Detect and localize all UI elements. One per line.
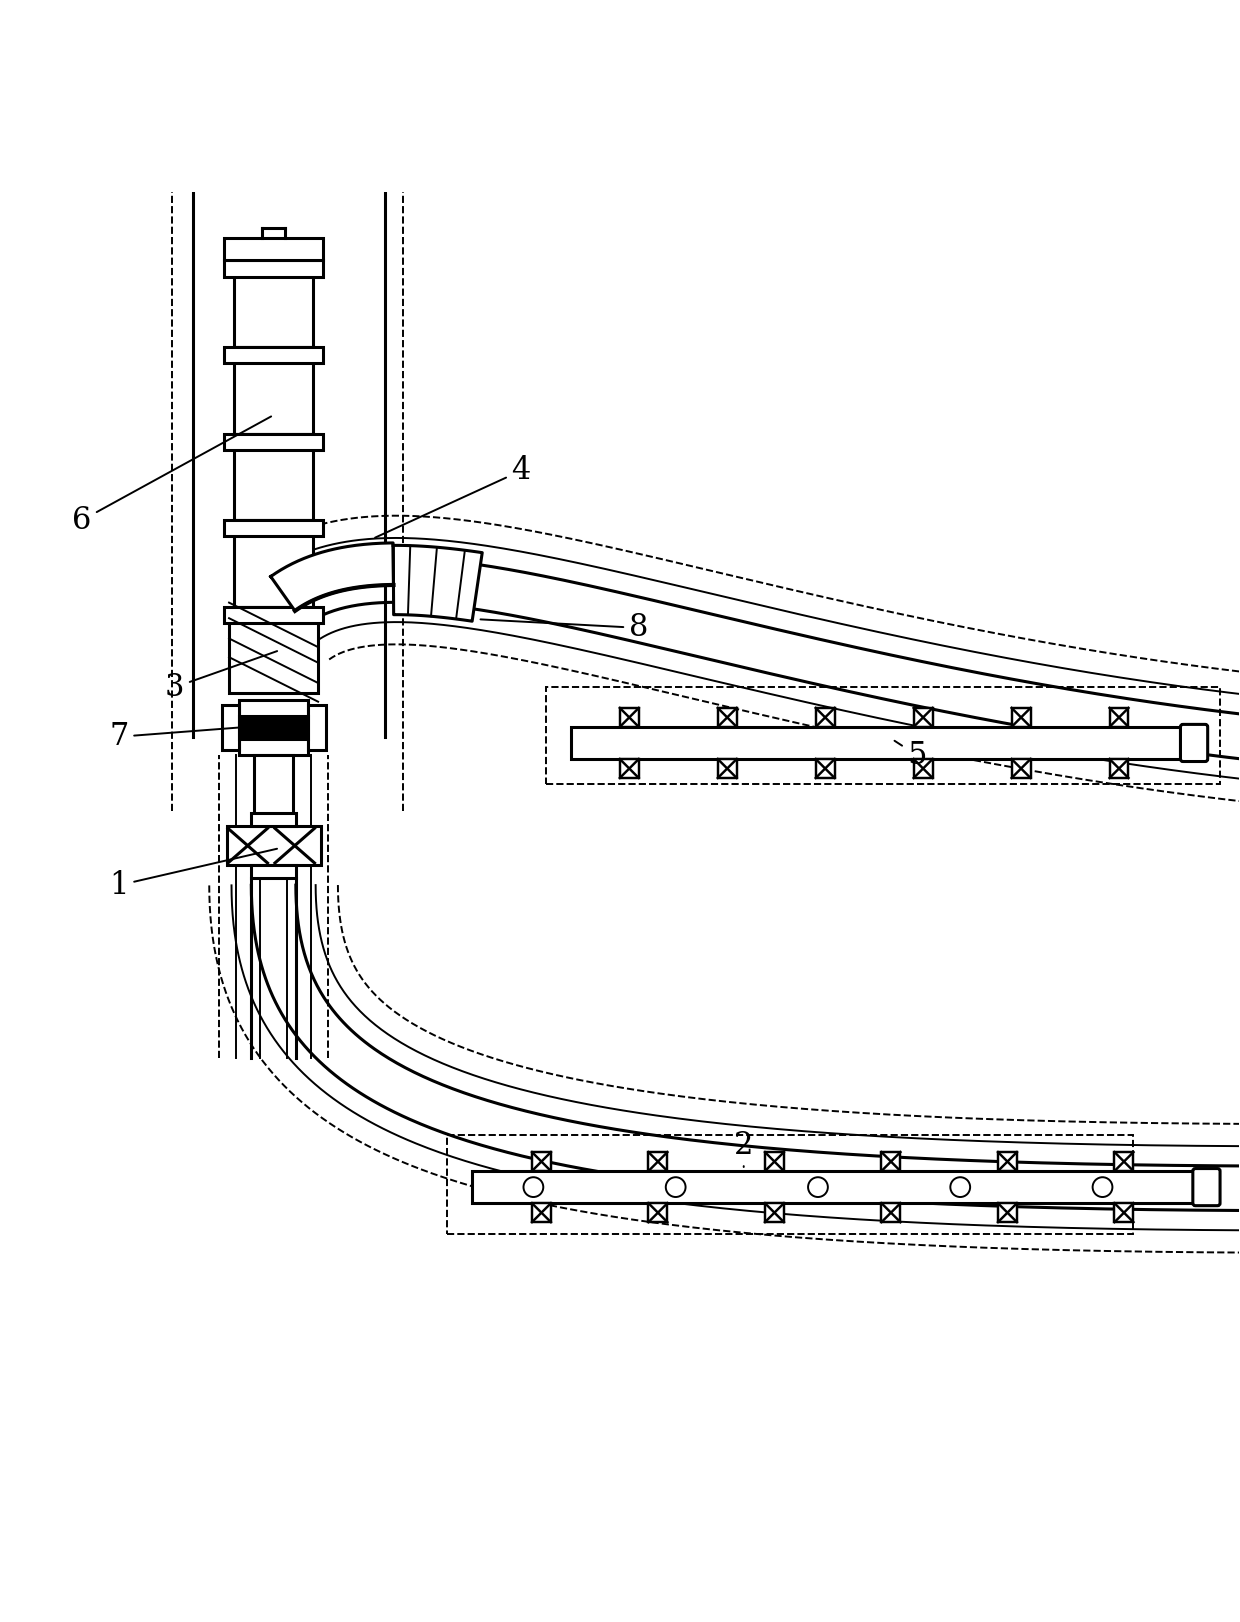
Bar bbox=[1012, 759, 1030, 779]
Bar bbox=[224, 607, 324, 623]
Bar bbox=[227, 826, 321, 866]
Bar bbox=[234, 521, 314, 607]
Bar bbox=[229, 615, 319, 694]
Bar bbox=[570, 727, 1183, 759]
Bar bbox=[816, 707, 835, 727]
Bar bbox=[765, 1204, 784, 1221]
Bar bbox=[620, 759, 639, 779]
Bar bbox=[998, 1204, 1017, 1221]
Bar bbox=[532, 1204, 551, 1221]
Circle shape bbox=[666, 1178, 686, 1197]
Bar bbox=[765, 1152, 784, 1171]
Bar bbox=[224, 238, 324, 261]
Circle shape bbox=[950, 1178, 970, 1197]
Bar bbox=[1110, 759, 1128, 779]
Text: 6: 6 bbox=[72, 417, 272, 535]
Bar bbox=[546, 688, 1220, 783]
Bar bbox=[309, 704, 326, 751]
Bar bbox=[234, 607, 314, 688]
Bar bbox=[718, 759, 737, 779]
Bar bbox=[1115, 1152, 1133, 1171]
Bar bbox=[718, 707, 737, 727]
Text: 2: 2 bbox=[734, 1129, 754, 1166]
Bar bbox=[224, 347, 324, 363]
Circle shape bbox=[523, 1178, 543, 1197]
Bar bbox=[532, 1152, 551, 1171]
Text: 4: 4 bbox=[374, 456, 531, 537]
Text: 5: 5 bbox=[894, 740, 926, 770]
Bar bbox=[224, 433, 324, 449]
Bar bbox=[446, 1135, 1133, 1234]
Text: 7: 7 bbox=[109, 722, 277, 753]
Bar bbox=[252, 814, 296, 826]
Bar bbox=[649, 1204, 667, 1221]
FancyBboxPatch shape bbox=[1193, 1168, 1220, 1205]
Bar bbox=[882, 1204, 900, 1221]
Bar bbox=[1110, 707, 1128, 727]
Bar bbox=[620, 707, 639, 727]
Circle shape bbox=[808, 1178, 828, 1197]
Bar bbox=[914, 759, 932, 779]
Bar bbox=[1115, 1204, 1133, 1221]
Text: 3: 3 bbox=[165, 650, 278, 702]
Bar bbox=[234, 347, 314, 433]
Text: 8: 8 bbox=[480, 613, 649, 644]
Bar bbox=[816, 759, 835, 779]
Bar bbox=[649, 1152, 667, 1171]
Bar bbox=[254, 756, 294, 826]
Bar bbox=[471, 1171, 1195, 1204]
Polygon shape bbox=[393, 545, 482, 621]
Circle shape bbox=[1092, 1178, 1112, 1197]
Bar bbox=[239, 699, 309, 756]
Bar bbox=[252, 866, 296, 878]
Bar bbox=[222, 704, 239, 751]
Bar bbox=[224, 261, 324, 276]
Bar bbox=[998, 1152, 1017, 1171]
Polygon shape bbox=[270, 543, 393, 611]
Bar bbox=[914, 707, 932, 727]
Bar bbox=[234, 261, 314, 347]
Bar bbox=[882, 1152, 900, 1171]
Bar bbox=[1012, 707, 1030, 727]
FancyBboxPatch shape bbox=[1180, 725, 1208, 761]
Bar bbox=[239, 717, 309, 738]
Text: 1: 1 bbox=[109, 848, 277, 900]
Bar bbox=[234, 433, 314, 521]
Bar bbox=[224, 521, 324, 537]
